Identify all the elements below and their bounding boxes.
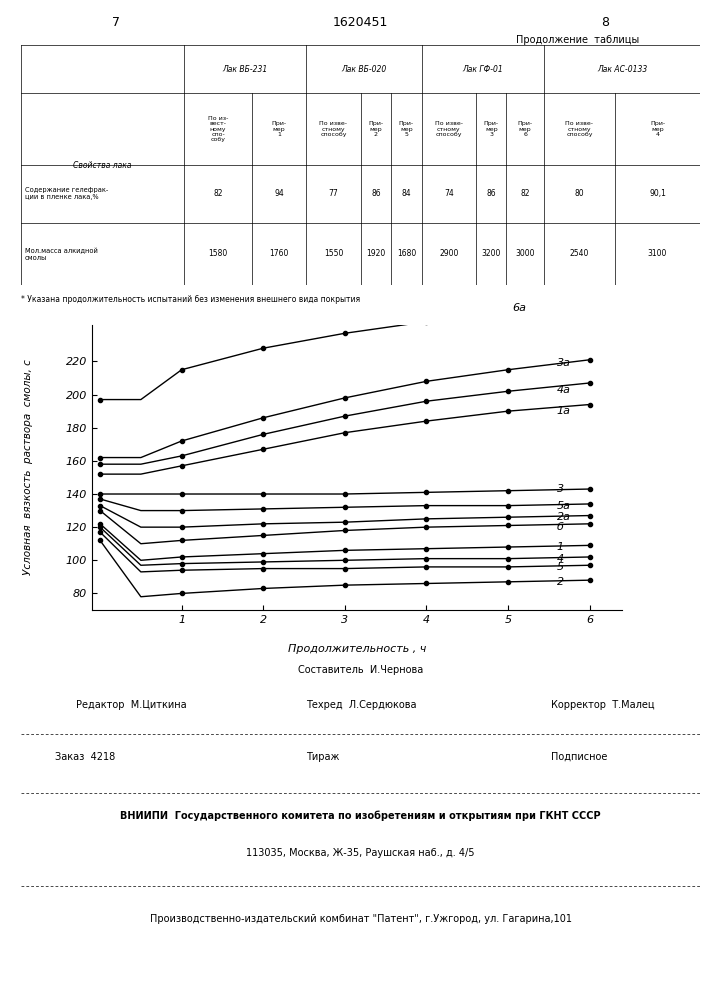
Text: Составитель  И.Чернова: Составитель И.Чернова [298, 665, 423, 675]
Text: 1760: 1760 [269, 249, 289, 258]
Text: 82: 82 [520, 189, 530, 198]
Text: Техред  Л.Сердюкова: Техред Л.Сердюкова [306, 700, 416, 710]
Text: Заказ  4218: Заказ 4218 [55, 752, 115, 762]
Text: Производственно-издательский комбинат "Патент", г.Ужгород, ул. Гагарина,101: Производственно-издательский комбинат "П… [150, 914, 571, 924]
Text: Корректор  Т.Малец: Корректор Т.Малец [551, 700, 654, 710]
Text: Лак ВБ-231: Лак ВБ-231 [223, 64, 268, 74]
Text: 1550: 1550 [324, 249, 343, 258]
Text: При-
мер
6: При- мер 6 [518, 121, 532, 137]
Text: 4: 4 [557, 554, 564, 564]
Text: Свойства лака: Свойства лака [74, 160, 132, 169]
Text: Продолжительность , ч: Продолжительность , ч [288, 644, 426, 654]
Text: Условная  вязкость  раствора  смолы, с: Условная вязкость раствора смолы, с [23, 360, 33, 575]
Text: По из-
вест-
ному
спо-
собу: По из- вест- ному спо- собу [208, 116, 228, 142]
Text: По изве-
стному
способу: По изве- стному способу [435, 121, 463, 137]
Text: 80: 80 [575, 189, 584, 198]
Text: 1620451: 1620451 [333, 16, 388, 29]
Text: 2900: 2900 [439, 249, 459, 258]
Text: Мол.масса алкидной
смолы: Мол.масса алкидной смолы [25, 247, 98, 261]
Text: 5а: 5а [557, 501, 571, 511]
Text: Продолжение  таблицы: Продолжение таблицы [516, 35, 639, 45]
Text: 3200: 3200 [481, 249, 501, 258]
Text: 74: 74 [444, 189, 454, 198]
Text: 1580: 1580 [209, 249, 228, 258]
Text: 4а: 4а [557, 385, 571, 395]
Text: Лак АС-0133: Лак АС-0133 [597, 64, 647, 74]
Text: Лак ГФ-01: Лак ГФ-01 [462, 64, 503, 74]
Text: 113035, Москва, Ж-35, Раушская наб., д. 4/5: 113035, Москва, Ж-35, Раушская наб., д. … [246, 848, 475, 858]
Text: 86: 86 [371, 189, 380, 198]
Text: 86: 86 [486, 189, 496, 198]
Text: По изве-
стному
способу: По изве- стному способу [320, 121, 347, 137]
Text: 2540: 2540 [570, 249, 589, 258]
Text: 82: 82 [214, 189, 223, 198]
Text: 3100: 3100 [648, 249, 667, 258]
Text: 3000: 3000 [515, 249, 535, 258]
Text: 7: 7 [112, 16, 120, 29]
Text: 2а: 2а [557, 512, 571, 522]
Text: 8: 8 [601, 16, 609, 29]
Text: 2: 2 [557, 577, 564, 587]
Text: При-
мер
4: При- мер 4 [650, 121, 665, 137]
Text: 6а: 6а [512, 303, 526, 313]
Text: При-
мер
5: При- мер 5 [399, 121, 414, 137]
Text: По изве-
стному
способу: По изве- стному способу [566, 121, 593, 137]
Text: 1а: 1а [557, 406, 571, 416]
Text: Тираж: Тираж [306, 752, 339, 762]
Text: 1920: 1920 [366, 249, 385, 258]
Text: * Указана продолжительность испытаний без изменения внешнего вида покрытия: * Указана продолжительность испытаний бе… [21, 296, 361, 304]
Text: 77: 77 [329, 189, 338, 198]
Text: Подписное: Подписное [551, 752, 607, 762]
Text: При-
мер
3: При- мер 3 [484, 121, 498, 137]
Text: 3а: 3а [557, 358, 571, 368]
Text: 94: 94 [274, 189, 284, 198]
Text: Лак ВБ-020: Лак ВБ-020 [341, 64, 387, 74]
Text: 3: 3 [557, 484, 564, 494]
Text: При-
мер
2: При- мер 2 [368, 121, 383, 137]
Text: 1: 1 [557, 542, 564, 552]
Text: Редактор  М.Циткина: Редактор М.Циткина [76, 700, 186, 710]
Text: б: б [557, 522, 563, 532]
Text: 90,1: 90,1 [649, 189, 666, 198]
Text: 5: 5 [557, 562, 564, 572]
Text: 1680: 1680 [397, 249, 416, 258]
Text: Содержание гелефрак-
ции в пленке лака,%: Содержание гелефрак- ции в пленке лака,% [25, 187, 108, 200]
Text: 84: 84 [402, 189, 411, 198]
Text: ВНИИПИ  Государственного комитета по изобретениям и открытиям при ГКНТ СССР: ВНИИПИ Государственного комитета по изоб… [120, 810, 601, 821]
Text: При-
мер
1: При- мер 1 [271, 121, 286, 137]
